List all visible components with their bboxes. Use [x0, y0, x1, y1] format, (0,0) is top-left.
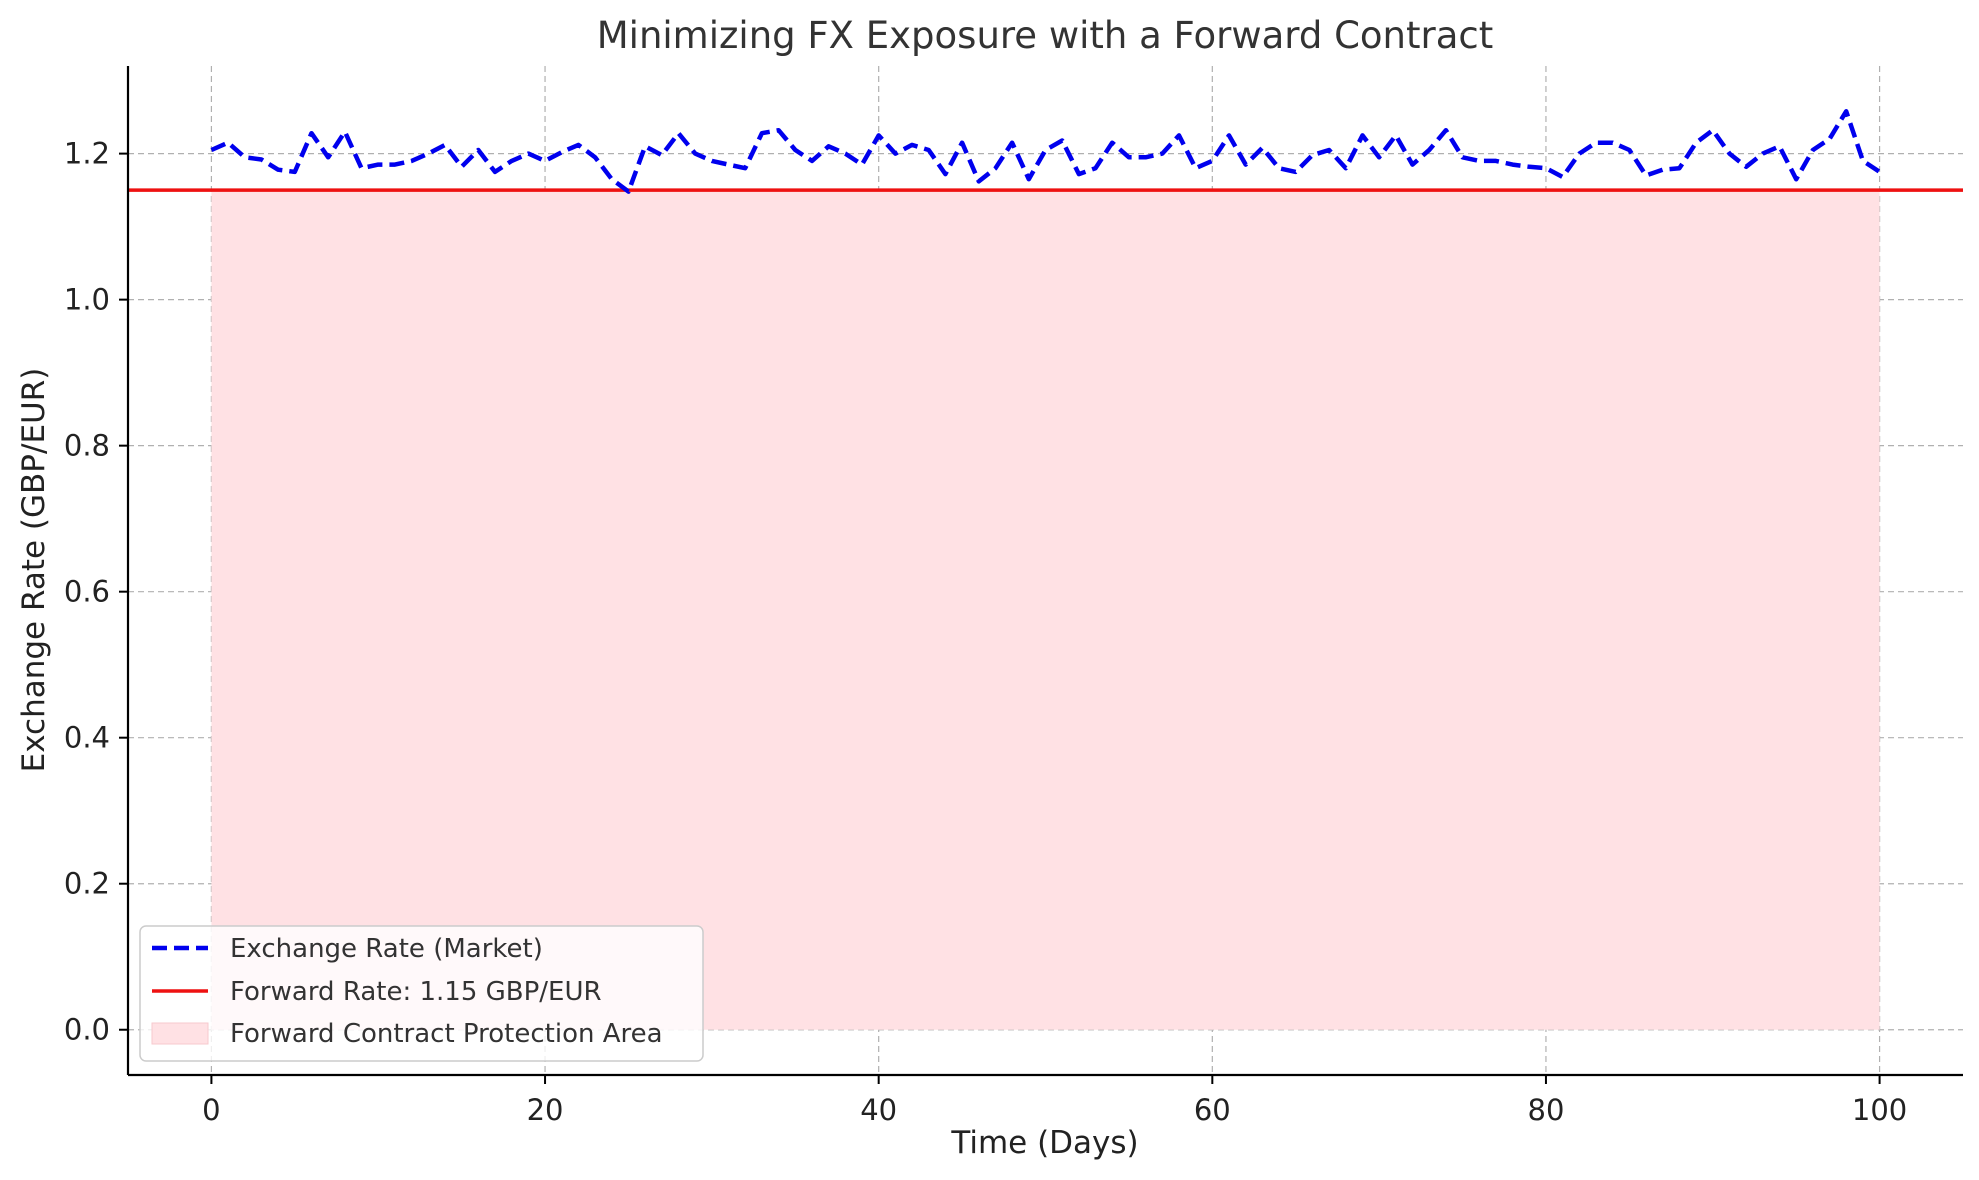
legend: Exchange Rate (Market) Forward Rate: 1.1…	[139, 925, 704, 1062]
y-tick-label: 1.2	[64, 137, 110, 171]
y-tick-label: 0.0	[64, 1013, 110, 1047]
x-tick-label: 40	[860, 1093, 897, 1127]
legend-swatch-protection	[151, 1022, 209, 1045]
y-tick-label: 0.4	[64, 721, 110, 755]
protection-area-fill	[211, 190, 1880, 1030]
x-axis-ticks: 0 20 40 60 80 100	[202, 1075, 1907, 1127]
x-tick-label: 100	[1852, 1093, 1907, 1127]
x-tick-label: 0	[202, 1093, 220, 1127]
x-tick-label: 60	[1194, 1093, 1231, 1127]
x-tick-label: 20	[527, 1093, 564, 1127]
y-tick-label: 1.0	[64, 283, 110, 317]
y-tick-label: 0.2	[64, 867, 110, 901]
y-axis-ticks: 0.0 0.2 0.4 0.6 0.8 1.0 1.2	[64, 137, 128, 1047]
chart-title: Minimizing FX Exposure with a Forward Co…	[597, 14, 1494, 57]
legend-label-forward: Forward Rate: 1.15 GBP/EUR	[230, 977, 602, 1007]
y-tick-label: 0.8	[64, 429, 110, 463]
legend-label-protection: Forward Contract Protection Area	[230, 1019, 663, 1049]
legend-box	[139, 925, 704, 1062]
legend-label-market: Exchange Rate (Market)	[230, 934, 543, 964]
y-axis-label: Exchange Rate (GBP/EUR)	[16, 368, 52, 773]
market-rate-line	[210, 109, 1881, 194]
x-tick-label: 80	[1528, 1093, 1565, 1127]
y-tick-label: 0.6	[64, 575, 110, 609]
x-axis-label: Time (Days)	[950, 1125, 1138, 1161]
